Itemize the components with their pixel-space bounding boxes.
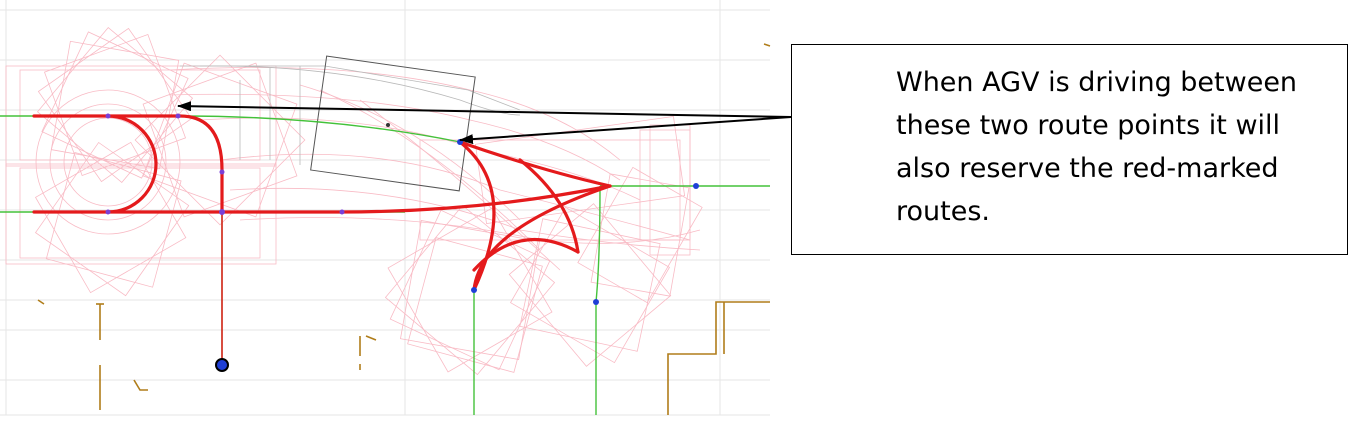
route-point-icon bbox=[386, 123, 390, 127]
route-point-icon bbox=[339, 209, 345, 215]
reserved-curve-to-point-a bbox=[458, 140, 496, 292]
route-point-icon bbox=[593, 299, 599, 305]
walls bbox=[37, 43, 771, 415]
route-point-icon bbox=[219, 169, 225, 175]
agv-position-icon[interactable] bbox=[215, 358, 229, 372]
reserved-curve-down bbox=[178, 114, 224, 214]
route-point-icon bbox=[105, 113, 111, 119]
route-points bbox=[105, 113, 699, 305]
reserved-diagonal bbox=[458, 140, 612, 188]
route-point-icon bbox=[471, 287, 477, 293]
annotation-text: When AGV is driving between these two ro… bbox=[896, 67, 1298, 227]
arrow-icon bbox=[177, 101, 792, 118]
map-view[interactable] bbox=[0, 0, 780, 425]
route-point-icon bbox=[175, 113, 181, 119]
reserved-fan-2 bbox=[472, 237, 580, 272]
reserved-routes bbox=[32, 114, 612, 292]
annotation-callout: When AGV is driving between these two ro… bbox=[791, 44, 1348, 255]
reserved-curve-right bbox=[518, 158, 580, 254]
route-point-icon bbox=[219, 209, 225, 215]
route-point-icon bbox=[105, 209, 111, 215]
reserved-u-turn bbox=[106, 114, 158, 214]
arrow-icon bbox=[459, 116, 792, 145]
reserved-bottom-corridor bbox=[106, 184, 612, 214]
reserved-fan-1 bbox=[472, 184, 612, 292]
route-point-icon bbox=[693, 183, 699, 189]
